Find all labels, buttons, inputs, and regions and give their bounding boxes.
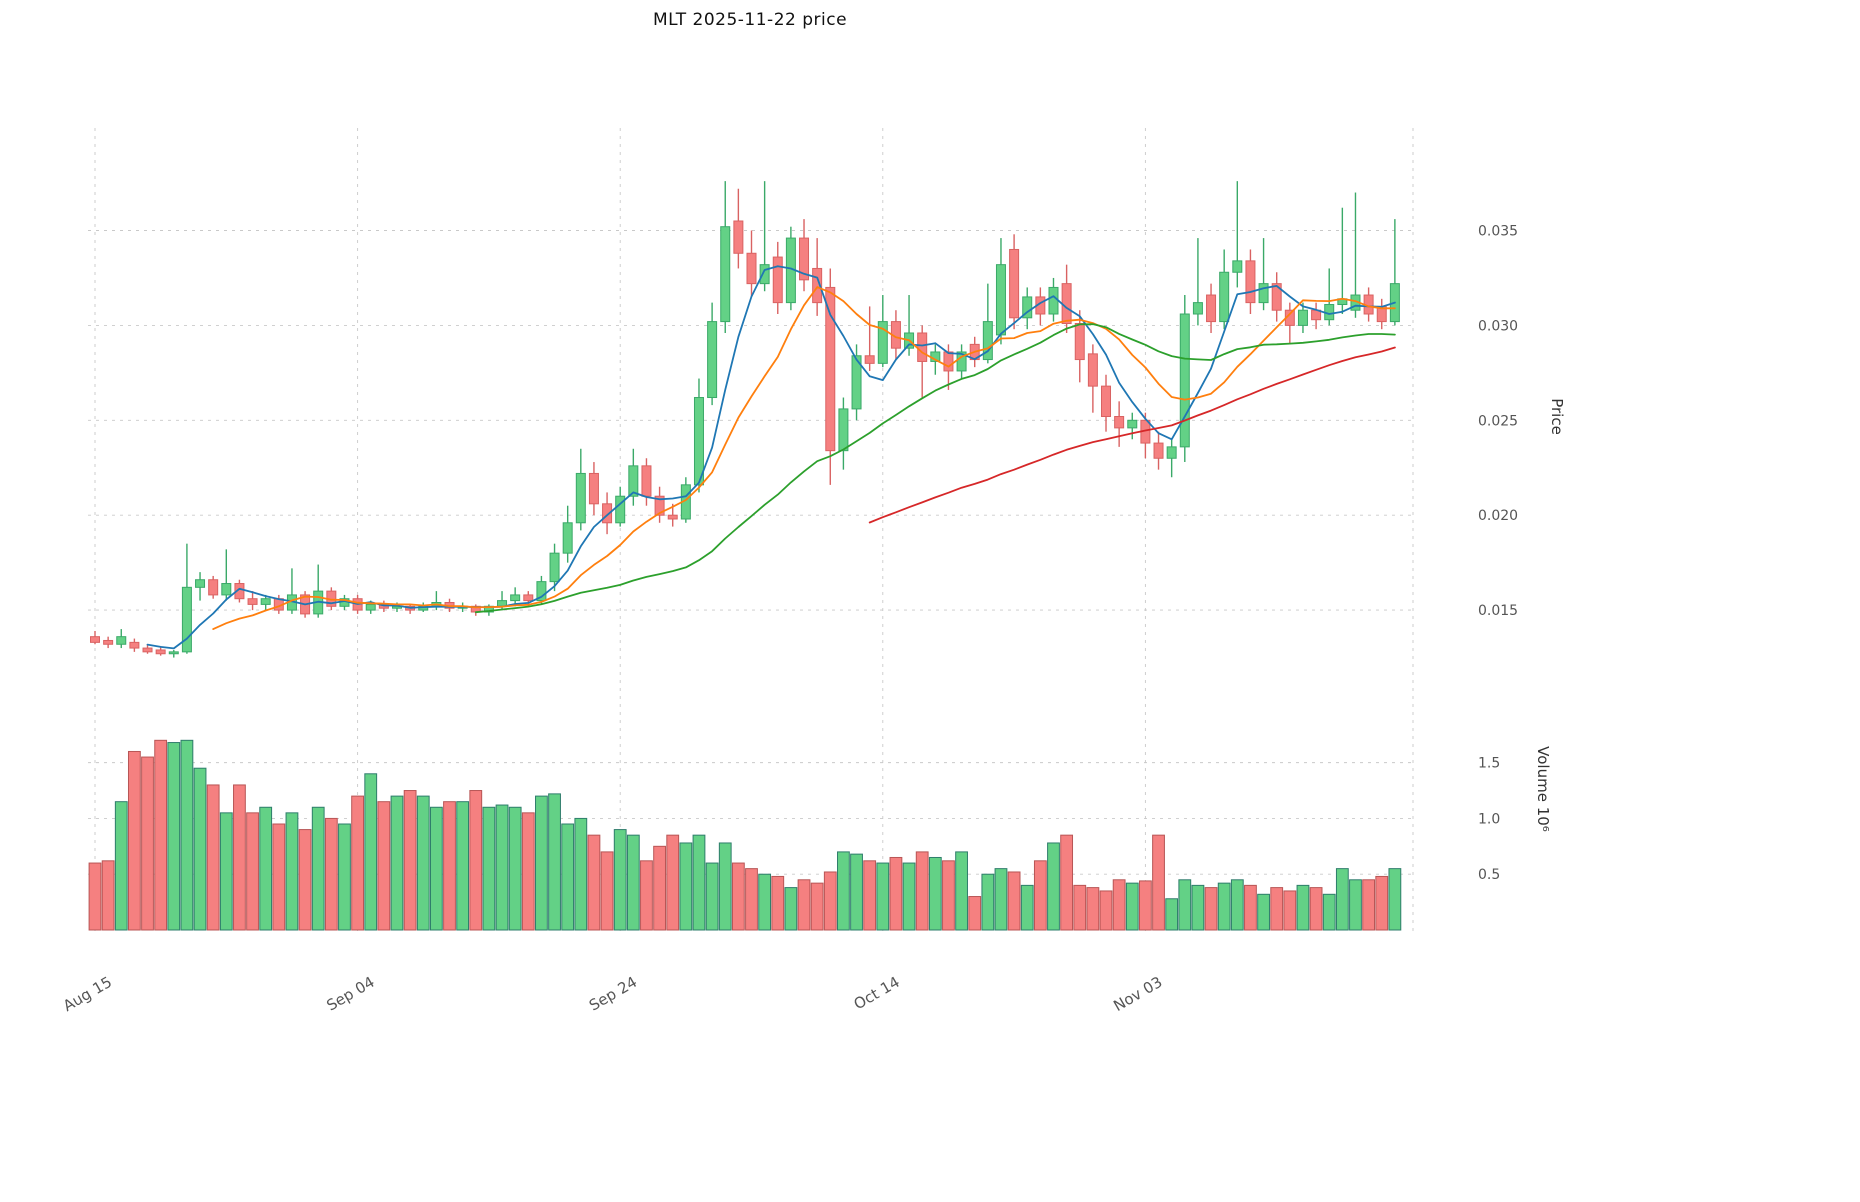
svg-text:0.020: 0.020 — [1478, 508, 1518, 524]
svg-text:0.030: 0.030 — [1478, 318, 1518, 334]
chart-title: MLT 2025-11-22 price — [652, 10, 848, 30]
ma-short — [146, 265, 1396, 650]
svg-text:Oct 14: Oct 14 — [851, 973, 903, 1013]
price-axis-label: Price — [1548, 398, 1566, 435]
svg-text:0.015: 0.015 — [1478, 603, 1518, 619]
svg-text:1.0: 1.0 — [1478, 811, 1500, 827]
svg-text:0.5: 0.5 — [1478, 867, 1500, 883]
svg-text:Sep 24: Sep 24 — [586, 973, 640, 1015]
svg-text:0.035: 0.035 — [1478, 223, 1518, 239]
svg-text:Sep 04: Sep 04 — [323, 973, 377, 1015]
svg-text:1.5: 1.5 — [1478, 756, 1500, 772]
svg-text:Aug 15: Aug 15 — [60, 973, 115, 1015]
ma-mid — [212, 286, 1396, 630]
svg-text:Nov 03: Nov 03 — [1110, 973, 1165, 1015]
ma-xlong — [868, 346, 1396, 524]
volume-axis-label: Volume 10⁶ — [1534, 746, 1552, 832]
svg-text:0.025: 0.025 — [1478, 413, 1518, 429]
ma-long — [474, 323, 1396, 614]
